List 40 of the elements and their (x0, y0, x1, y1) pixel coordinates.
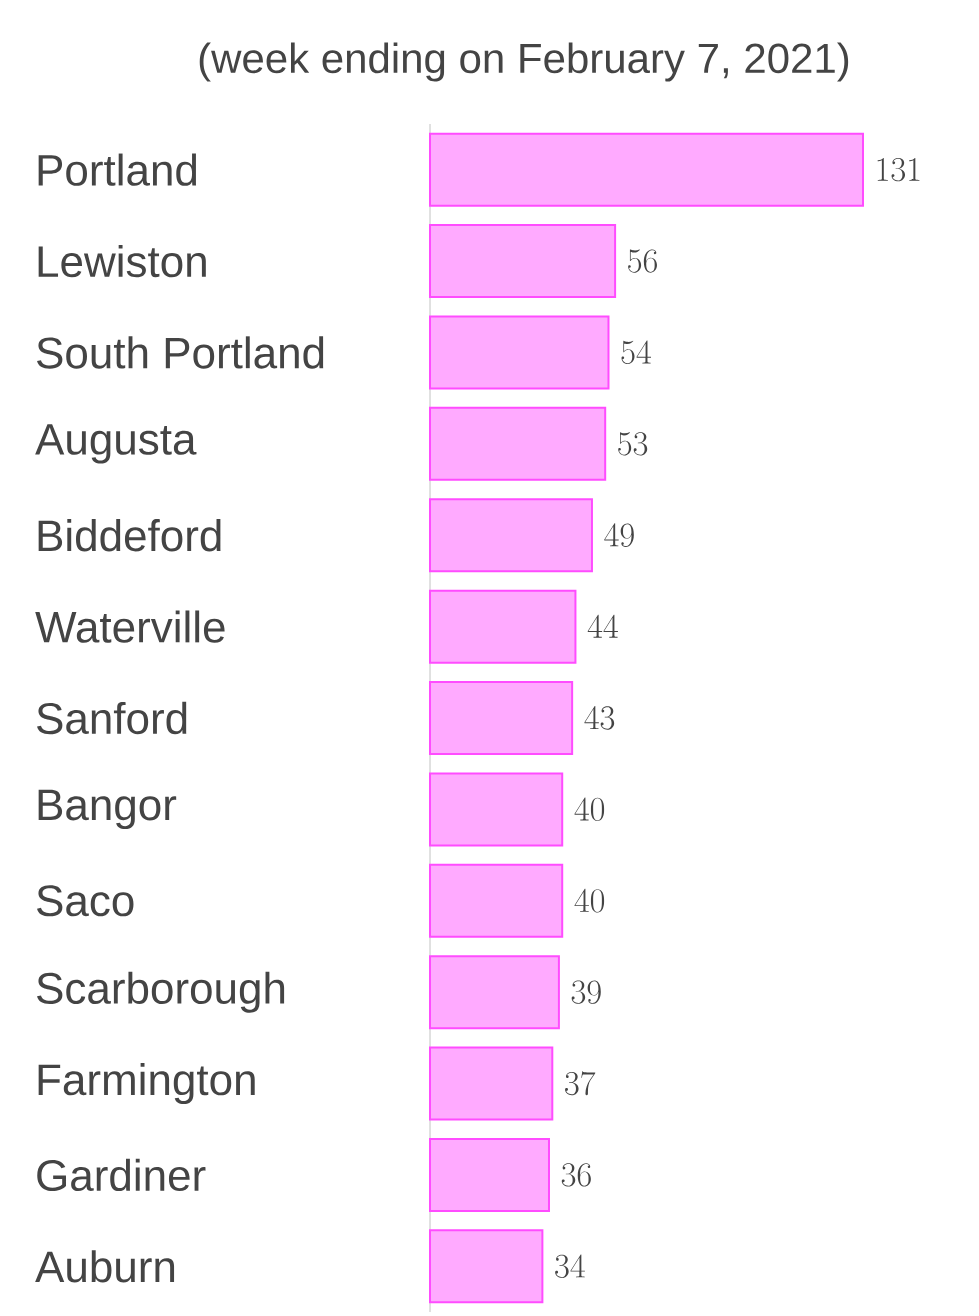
data-label: 39 (571, 980, 601, 1004)
bar (429, 1046, 554, 1121)
y-tick-label: Augusta (35, 424, 197, 464)
y-tick-label: Lewiston (38, 244, 206, 278)
bar (429, 681, 574, 756)
y-tick-label: Gardiner (37, 1158, 206, 1192)
data-label: 49 (604, 523, 634, 547)
bar (429, 1137, 550, 1212)
bar (429, 498, 593, 573)
data-label: 36 (561, 1163, 591, 1187)
bar (429, 772, 564, 847)
bar (429, 224, 617, 299)
data-label: 53 (618, 432, 648, 456)
data-label: 37 (565, 1071, 596, 1096)
bar (429, 955, 560, 1030)
data-label: 56 (628, 249, 657, 273)
y-tick-label: Waterville (35, 610, 225, 643)
data-label: 34 (555, 1254, 585, 1278)
y-tick-label: Scarborough (37, 971, 285, 1013)
y-tick-label: South Portland (37, 336, 324, 369)
y-tick-label: Sanford (37, 701, 187, 735)
chart-title: (week ending on February 7, 2021) (199, 42, 849, 82)
bar (429, 315, 610, 390)
data-label: 40 (574, 888, 605, 913)
data-label: 54 (621, 340, 651, 365)
data-label: 131 (877, 158, 920, 182)
bar (429, 132, 864, 207)
y-tick-label: Portland (38, 153, 197, 186)
bar (429, 863, 564, 938)
y-tick-label: Auburn (35, 1250, 175, 1283)
bar (429, 589, 577, 664)
bar (429, 1229, 544, 1304)
y-tick-label: Biddeford (38, 519, 221, 552)
y-tick-label: Bangor (38, 789, 177, 830)
data-label: 44 (587, 614, 618, 638)
y-tick-label: Farmington (38, 1063, 255, 1105)
y-tick-label: Saco (37, 885, 134, 917)
data-label: 43 (584, 706, 615, 730)
bar (429, 406, 607, 481)
data-label: 40 (574, 797, 605, 822)
